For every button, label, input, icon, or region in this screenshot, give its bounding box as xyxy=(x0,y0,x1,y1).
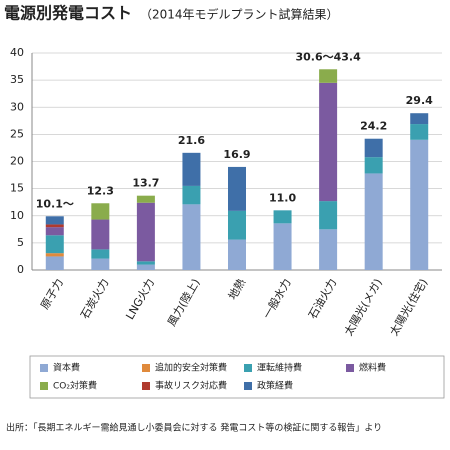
total-label: 21.6 xyxy=(178,134,205,147)
source-note: 出所：「長期エネルギー需給見通し小委員会に対する 発電コスト等の検証に関する報告… xyxy=(6,422,382,434)
legend-box xyxy=(29,355,445,399)
bar-segment xyxy=(410,124,429,140)
y-tick-label: 25 xyxy=(10,127,24,140)
total-label: 11.0 xyxy=(269,191,296,204)
legend-swatch xyxy=(142,364,150,372)
bar-segment xyxy=(364,173,383,270)
legend-swatch xyxy=(346,364,354,372)
total-label: 13.7 xyxy=(132,177,159,190)
bar-segment xyxy=(182,185,201,205)
y-tick-label: 5 xyxy=(17,236,24,249)
bar-segment xyxy=(319,229,338,270)
bar-segment xyxy=(228,166,246,211)
legend-label: 政策経費 xyxy=(257,380,293,392)
x-tick-label: 地熱 xyxy=(226,277,248,303)
x-tick-label: 石炭火力 xyxy=(78,277,111,322)
bar-segment xyxy=(91,258,110,270)
bar-segment xyxy=(45,216,64,225)
x-tick-label: 一般水力 xyxy=(260,277,293,322)
bar-segment xyxy=(182,204,201,270)
bar-segment xyxy=(228,210,246,240)
legend-swatch xyxy=(40,382,48,390)
x-tick-label: LNG火力 xyxy=(123,277,157,322)
bar-segment xyxy=(273,210,292,224)
legend-swatch xyxy=(142,382,150,390)
bar-segment xyxy=(45,235,64,254)
y-tick-label: 35 xyxy=(10,73,24,86)
y-tick-label: 30 xyxy=(10,100,24,113)
legend-swatch xyxy=(244,382,252,390)
y-tick-label: 10 xyxy=(10,209,24,222)
legend-swatch xyxy=(40,364,48,372)
bar-segment xyxy=(182,152,201,186)
x-tick-label: 石油火力 xyxy=(305,276,339,321)
bar-segment xyxy=(319,82,338,202)
chart-title: 電源別発電コスト xyxy=(4,4,132,23)
chart-subtitle: （2014年モデルプラント試算結果） xyxy=(140,7,339,22)
bar-segment xyxy=(319,69,338,83)
legend-label: 燃料費 xyxy=(359,362,386,374)
bar-segment xyxy=(45,227,64,236)
total-label: 24.2 xyxy=(360,120,387,133)
bar-segment xyxy=(45,224,64,228)
total-label: 29.4 xyxy=(406,94,433,107)
total-label: 30.6〜43.4 xyxy=(295,50,361,63)
y-tick-label: 0 xyxy=(17,263,24,276)
bar-segment xyxy=(91,249,110,259)
x-tick-label: 太陽光(メガ) xyxy=(341,276,385,338)
y-tick-label: 40 xyxy=(10,46,24,59)
total-label: 16.9 xyxy=(223,148,250,161)
bar-segment xyxy=(45,253,64,257)
bar-segment xyxy=(410,139,429,270)
bar-segment xyxy=(136,264,155,270)
total-label: 12.3 xyxy=(87,184,114,197)
bar-segment xyxy=(273,223,292,270)
x-tick-label: 原子力 xyxy=(38,277,66,312)
bar-segment xyxy=(410,113,429,125)
bar-segment xyxy=(91,219,110,250)
y-tick-label: 15 xyxy=(10,182,24,195)
bar-segment xyxy=(136,202,155,262)
bar-segment xyxy=(364,157,383,174)
legend-swatch xyxy=(244,364,252,372)
bar-segment xyxy=(364,138,383,158)
bar-segment xyxy=(228,239,246,270)
legend-label: 追加的安全対策費 xyxy=(155,362,227,374)
x-tick-label: 風力(陸上) xyxy=(165,277,203,329)
bar-segment xyxy=(136,195,155,203)
legend-label: 資本費 xyxy=(53,362,80,374)
bar-segment xyxy=(136,261,155,265)
bar-segment xyxy=(45,256,64,270)
x-tick-label: 太陽光(住宅) xyxy=(386,276,430,338)
total-label: 10.1〜 xyxy=(36,197,74,210)
legend-label: 運転維持費 xyxy=(257,362,302,374)
bar-segment xyxy=(91,203,110,220)
y-tick-label: 20 xyxy=(10,155,24,168)
bar-segment xyxy=(319,201,338,230)
legend-label: 事故リスク対応費 xyxy=(155,380,227,392)
legend-label: CO₂対策費 xyxy=(53,380,97,392)
